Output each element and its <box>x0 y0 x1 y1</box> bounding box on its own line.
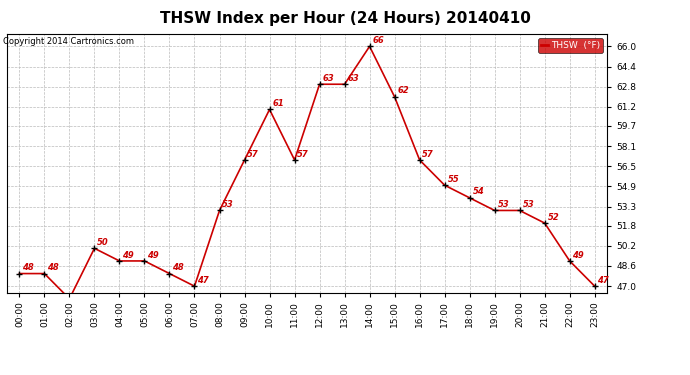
Text: 50: 50 <box>97 238 109 247</box>
Legend: THSW  (°F): THSW (°F) <box>538 38 602 53</box>
Text: 46: 46 <box>0 374 1 375</box>
Text: 53: 53 <box>522 200 534 209</box>
Text: 48: 48 <box>22 263 34 272</box>
Text: 62: 62 <box>397 87 409 96</box>
Text: 57: 57 <box>297 150 309 159</box>
Text: THSW Index per Hour (24 Hours) 20140410: THSW Index per Hour (24 Hours) 20140410 <box>159 11 531 26</box>
Text: 47: 47 <box>598 276 609 285</box>
Text: 48: 48 <box>172 263 184 272</box>
Text: 61: 61 <box>273 99 284 108</box>
Text: 53: 53 <box>222 200 234 209</box>
Text: 49: 49 <box>573 251 584 260</box>
Text: Copyright 2014 Cartronics.com: Copyright 2014 Cartronics.com <box>3 38 135 46</box>
Text: 53: 53 <box>497 200 509 209</box>
Text: 54: 54 <box>473 188 484 196</box>
Text: 63: 63 <box>347 74 359 83</box>
Text: 66: 66 <box>373 36 384 45</box>
Text: 55: 55 <box>447 175 459 184</box>
Text: 49: 49 <box>147 251 159 260</box>
Text: 63: 63 <box>322 74 334 83</box>
Text: 47: 47 <box>197 276 209 285</box>
Text: 52: 52 <box>547 213 559 222</box>
Text: 57: 57 <box>247 150 259 159</box>
Text: 48: 48 <box>47 263 59 272</box>
Text: 49: 49 <box>122 251 134 260</box>
Text: 57: 57 <box>422 150 434 159</box>
